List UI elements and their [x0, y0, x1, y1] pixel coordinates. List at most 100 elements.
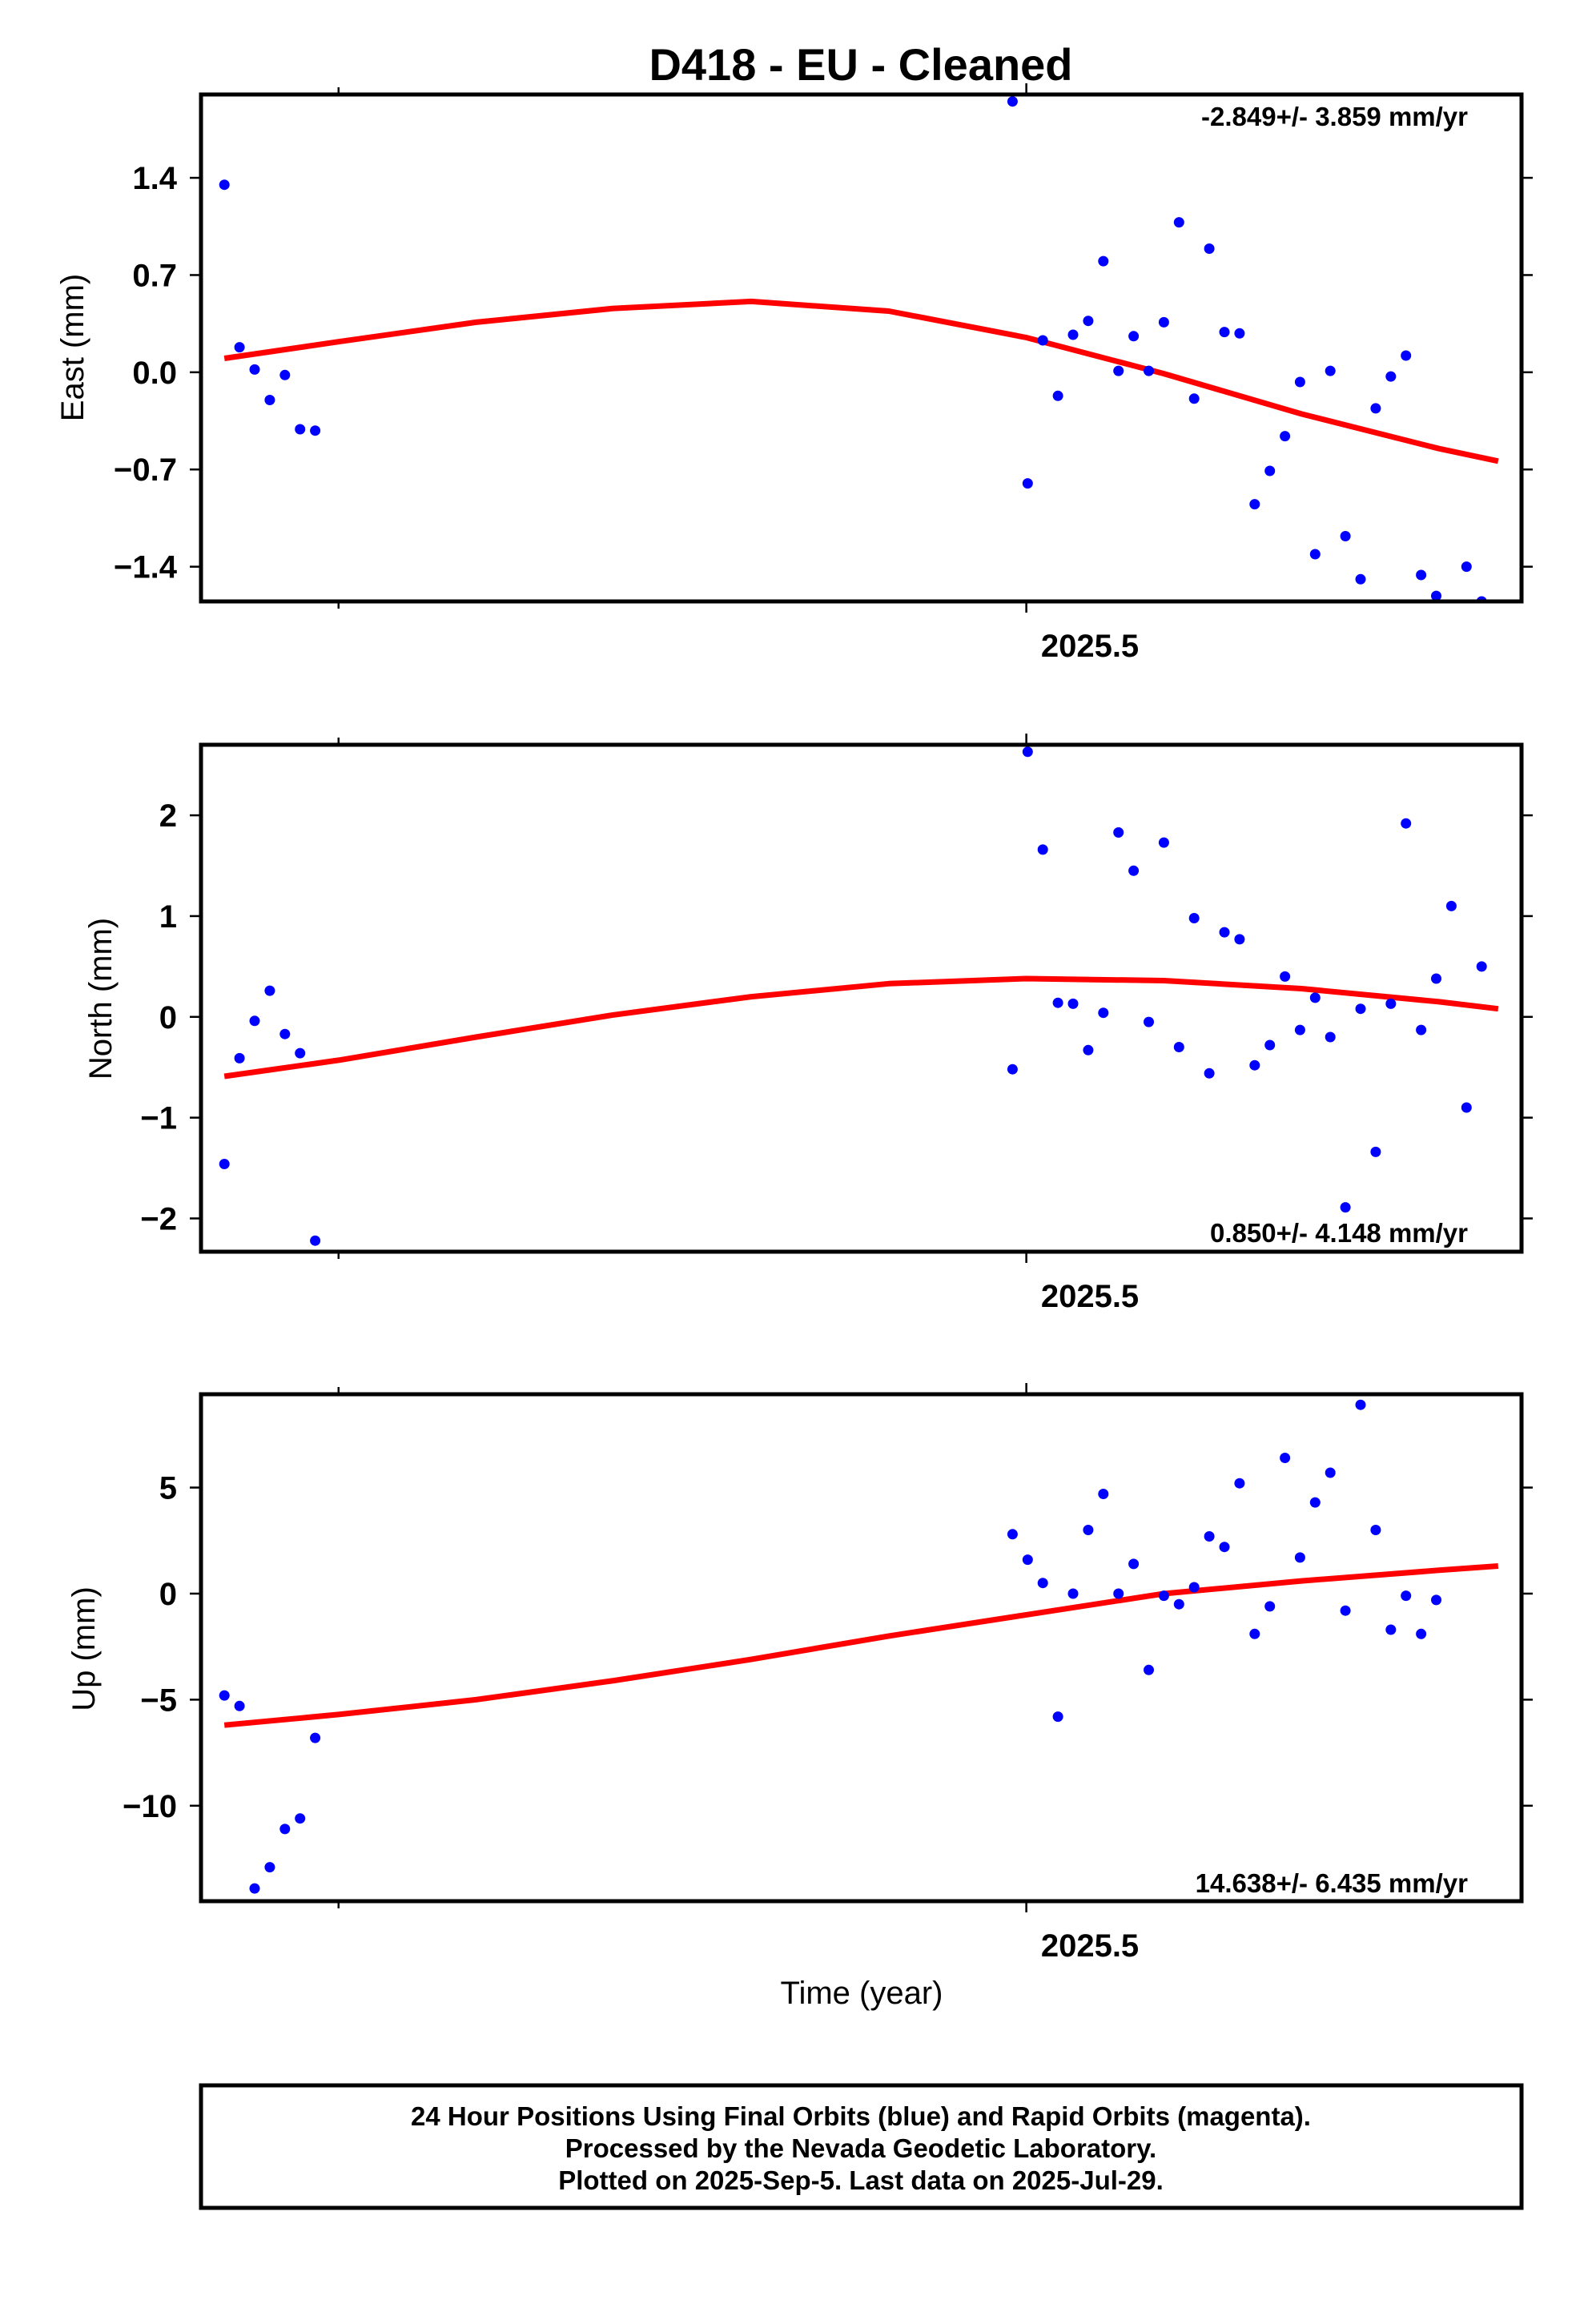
north-data-point [1037, 844, 1048, 855]
up-data-point [1370, 1525, 1381, 1535]
north-data-point [1280, 971, 1291, 982]
north-data-point [264, 985, 275, 996]
north-data-point [1007, 1063, 1018, 1075]
east-data-point [1461, 561, 1472, 573]
footer-line-3: Plotted on 2025-Sep-5. Last data on 2025… [558, 2165, 1164, 2195]
up-data-point [1158, 1590, 1169, 1602]
east-data-point [1401, 350, 1412, 361]
east-data-point [1007, 96, 1018, 107]
east-data-point [1234, 328, 1245, 339]
north-data-point [234, 1052, 245, 1063]
east-data-point [1446, 603, 1457, 613]
east-rate-label: -2.849+/- 3.859 mm/yr [1201, 102, 1468, 131]
up-data-point [1325, 1467, 1336, 1478]
up-data-point [1219, 1542, 1230, 1553]
north-data-point [219, 1159, 230, 1169]
up-y-tick-label: 0 [159, 1577, 177, 1612]
north-data-point [1325, 1031, 1336, 1043]
up-data-point [1022, 1554, 1033, 1566]
east-data-point [1219, 327, 1230, 338]
up-data-point [1401, 1590, 1412, 1602]
east-data-point [1249, 499, 1260, 510]
north-data-point [1083, 1044, 1094, 1055]
east-x-tick-label: 2025.5 [1041, 629, 1139, 664]
x-axis-title: Time (year) [781, 1976, 943, 2011]
up-data-point [1037, 1578, 1048, 1589]
east-data-point [234, 342, 245, 353]
east-y-tick-label: −0.7 [114, 452, 177, 488]
up-data-point [1098, 1489, 1109, 1499]
north-data-point [1067, 998, 1079, 1009]
east-data-point [1340, 531, 1351, 541]
up-fit-line [223, 1563, 1499, 1728]
east-y-axis-title: East (mm) [55, 274, 90, 421]
north-data-point [1355, 1003, 1366, 1015]
north-frame [199, 742, 1524, 1254]
north-data-point [1431, 973, 1441, 984]
up-data-point [1173, 1598, 1184, 1610]
panel-north: 2 1 0 −1 −2 2025.5 North (mm) 0.850+/- 4.148… [83, 734, 1533, 1314]
north-data-point [1188, 913, 1200, 923]
east-data-point [1173, 217, 1184, 228]
north-y-tick-label: 2 [159, 798, 177, 834]
up-data-point [234, 1700, 245, 1711]
east-data-point [1052, 390, 1063, 401]
up-data-point [1113, 1588, 1124, 1599]
east-data-point [1416, 569, 1427, 581]
north-data-point [1128, 865, 1140, 876]
north-data-point [1264, 1039, 1276, 1051]
east-data-point [1204, 243, 1215, 254]
north-data-point [1476, 961, 1487, 972]
chart-title: D418 - EU - Cleaned [649, 39, 1072, 90]
east-data-point [279, 369, 291, 380]
up-data-point [1188, 1582, 1200, 1593]
north-fit-line [223, 975, 1499, 1080]
east-plot-area [219, 96, 1499, 613]
up-y-tick-label: −5 [140, 1683, 177, 1718]
up-y-axis-title: Up (mm) [66, 1586, 102, 1711]
up-data-point [1431, 1594, 1441, 1606]
up-y-tick-label: −10 [123, 1789, 177, 1824]
north-data-point [1158, 837, 1169, 848]
north-data-point [1022, 746, 1033, 758]
north-data-point [1309, 992, 1321, 1003]
east-y-tick-label: 0.0 [132, 356, 177, 391]
north-data-point [310, 1235, 321, 1246]
north-data-point [1219, 927, 1230, 938]
east-y-tick-label: −1.4 [114, 550, 178, 585]
up-data-point [1416, 1628, 1427, 1639]
east-data-point [310, 425, 321, 436]
up-data-point [1294, 1552, 1305, 1563]
east-marks: 1.4 0.7 0.0 −0.7 −1.4 [114, 83, 1533, 613]
north-y-tick-label: −1 [140, 1101, 177, 1136]
east-data-point [1158, 316, 1169, 328]
east-data-point [1128, 331, 1140, 342]
panel-east: 1.4 0.7 0.0 −0.7 −1.4 2025.5 East (mm) -2.84… [55, 83, 1533, 664]
east-data-point [1325, 365, 1336, 376]
up-data-point [249, 1883, 260, 1894]
up-data-point [1144, 1664, 1154, 1675]
footer-frame [199, 2083, 1524, 2210]
east-data-point [1280, 431, 1291, 442]
up-data-point [310, 1732, 321, 1743]
up-data-point [1309, 1497, 1321, 1508]
east-data-point [1188, 393, 1200, 404]
north-data-point [1173, 1042, 1184, 1052]
east-data-point [1294, 376, 1305, 388]
north-data-point [1461, 1102, 1472, 1113]
up-data-point [1204, 1531, 1215, 1542]
north-y-tick-label: 0 [159, 1000, 177, 1035]
north-y-tick-label: 1 [159, 899, 177, 935]
east-y-tick-label: 0.7 [132, 258, 177, 293]
up-y-tick-label: 5 [159, 1471, 177, 1506]
east-data-point [1113, 365, 1124, 376]
east-data-point [1370, 403, 1381, 414]
east-data-point [1022, 478, 1033, 489]
up-x-tick-label: 2025.5 [1041, 1928, 1139, 1964]
up-data-point [1007, 1529, 1018, 1540]
footer-box: 24 Hour Positions Using Final Orbits (bl… [199, 2083, 1524, 2210]
north-data-point [279, 1028, 291, 1039]
up-marks: 5 0 −5 −10 [123, 1383, 1533, 1912]
up-data-point [1340, 1605, 1351, 1616]
